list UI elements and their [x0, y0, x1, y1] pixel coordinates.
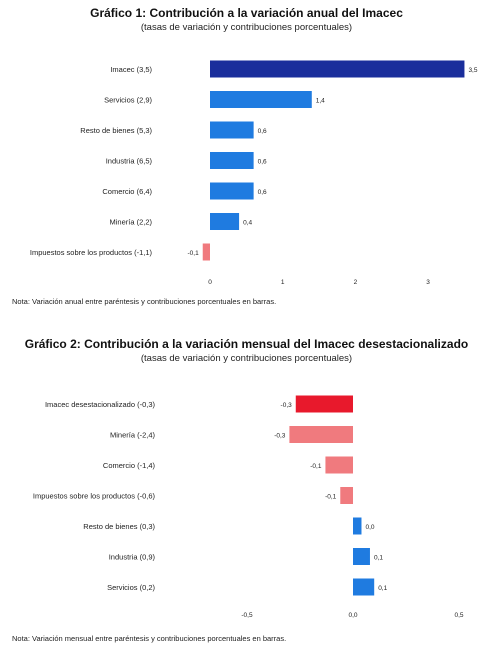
chart1-title: Gráfico 1: Contribución a la variación a…: [90, 6, 403, 20]
category-label: Imacec desestacionalizado (-0,3): [45, 400, 156, 409]
x-tick-label: 0,5: [454, 612, 463, 619]
x-tick-label: -0,5: [241, 612, 253, 619]
bar: [295, 395, 353, 413]
x-tick-label: 0: [208, 279, 212, 286]
chart1-note: Nota: Variación anual entre paréntesis y…: [12, 297, 277, 306]
data-label: 0,6: [258, 128, 267, 135]
data-label: -0,1: [325, 494, 337, 501]
x-tick-label: 3: [426, 279, 430, 286]
data-label: -0,1: [188, 250, 200, 257]
bar: [340, 487, 353, 504]
data-label: 0,6: [258, 189, 267, 196]
bar: [210, 60, 465, 78]
data-label: -0,3: [281, 402, 293, 409]
category-label: Impuestos sobre los productos (-1,1): [30, 248, 153, 257]
chart1-plot: Imacec (3,5) 3,5 Servicios (2,9) 1,4 Resto d…: [30, 60, 478, 286]
chart2-title: Gráfico 2: Contribución a la variación m…: [24, 337, 469, 351]
data-label: -0,3: [274, 433, 286, 440]
x-tick-label: 0,0: [348, 612, 357, 619]
data-label: 1,4: [316, 98, 325, 105]
bar: [289, 426, 353, 443]
data-label: 0,1: [374, 555, 383, 562]
bar: [353, 517, 362, 535]
bar: [202, 243, 210, 261]
data-label: 3,5: [468, 67, 477, 74]
data-label: 0,1: [378, 585, 387, 592]
bar: [353, 578, 375, 596]
chart2-plot: Imacec desestacionalizado (-0,3) -0,3 Mine…: [33, 395, 464, 619]
bar: [353, 548, 370, 565]
category-label: Resto de bienes (5,3): [80, 126, 152, 135]
category-label: Minería (-2,4): [110, 431, 156, 440]
data-label: -0,1: [310, 463, 322, 470]
category-label: Comercio (-1,4): [103, 461, 156, 470]
x-tick-label: 2: [354, 279, 358, 286]
data-label: 0,0: [365, 524, 374, 531]
bar: [210, 91, 312, 108]
category-label: Impuestos sobre los productos (-0,6): [33, 492, 156, 501]
category-label: Servicios (2,9): [104, 96, 152, 105]
category-label: Industria (0,9): [109, 553, 156, 562]
category-label: Minería (2,2): [109, 218, 152, 227]
chart2-note: Nota: Variación mensual entre paréntesis…: [12, 634, 287, 643]
data-label: 0,4: [243, 220, 252, 227]
data-label: 0,6: [258, 159, 267, 166]
bar: [210, 121, 254, 139]
category-label: Industria (6,5): [106, 157, 153, 166]
x-tick-label: 1: [281, 279, 285, 286]
category-label: Servicios (0,2): [107, 583, 155, 592]
bar: [325, 456, 353, 474]
category-label: Comercio (6,4): [102, 187, 152, 196]
category-label: Resto de bienes (0,3): [83, 522, 155, 531]
chart2-subtitle: (tasas de variación y contribuciones por…: [140, 353, 353, 364]
category-label: Imacec (3,5): [110, 65, 152, 74]
bar: [210, 152, 254, 169]
chart1-subtitle: (tasas de variación y contribuciones por…: [140, 22, 353, 33]
bar: [210, 213, 240, 230]
bar: [210, 182, 254, 200]
